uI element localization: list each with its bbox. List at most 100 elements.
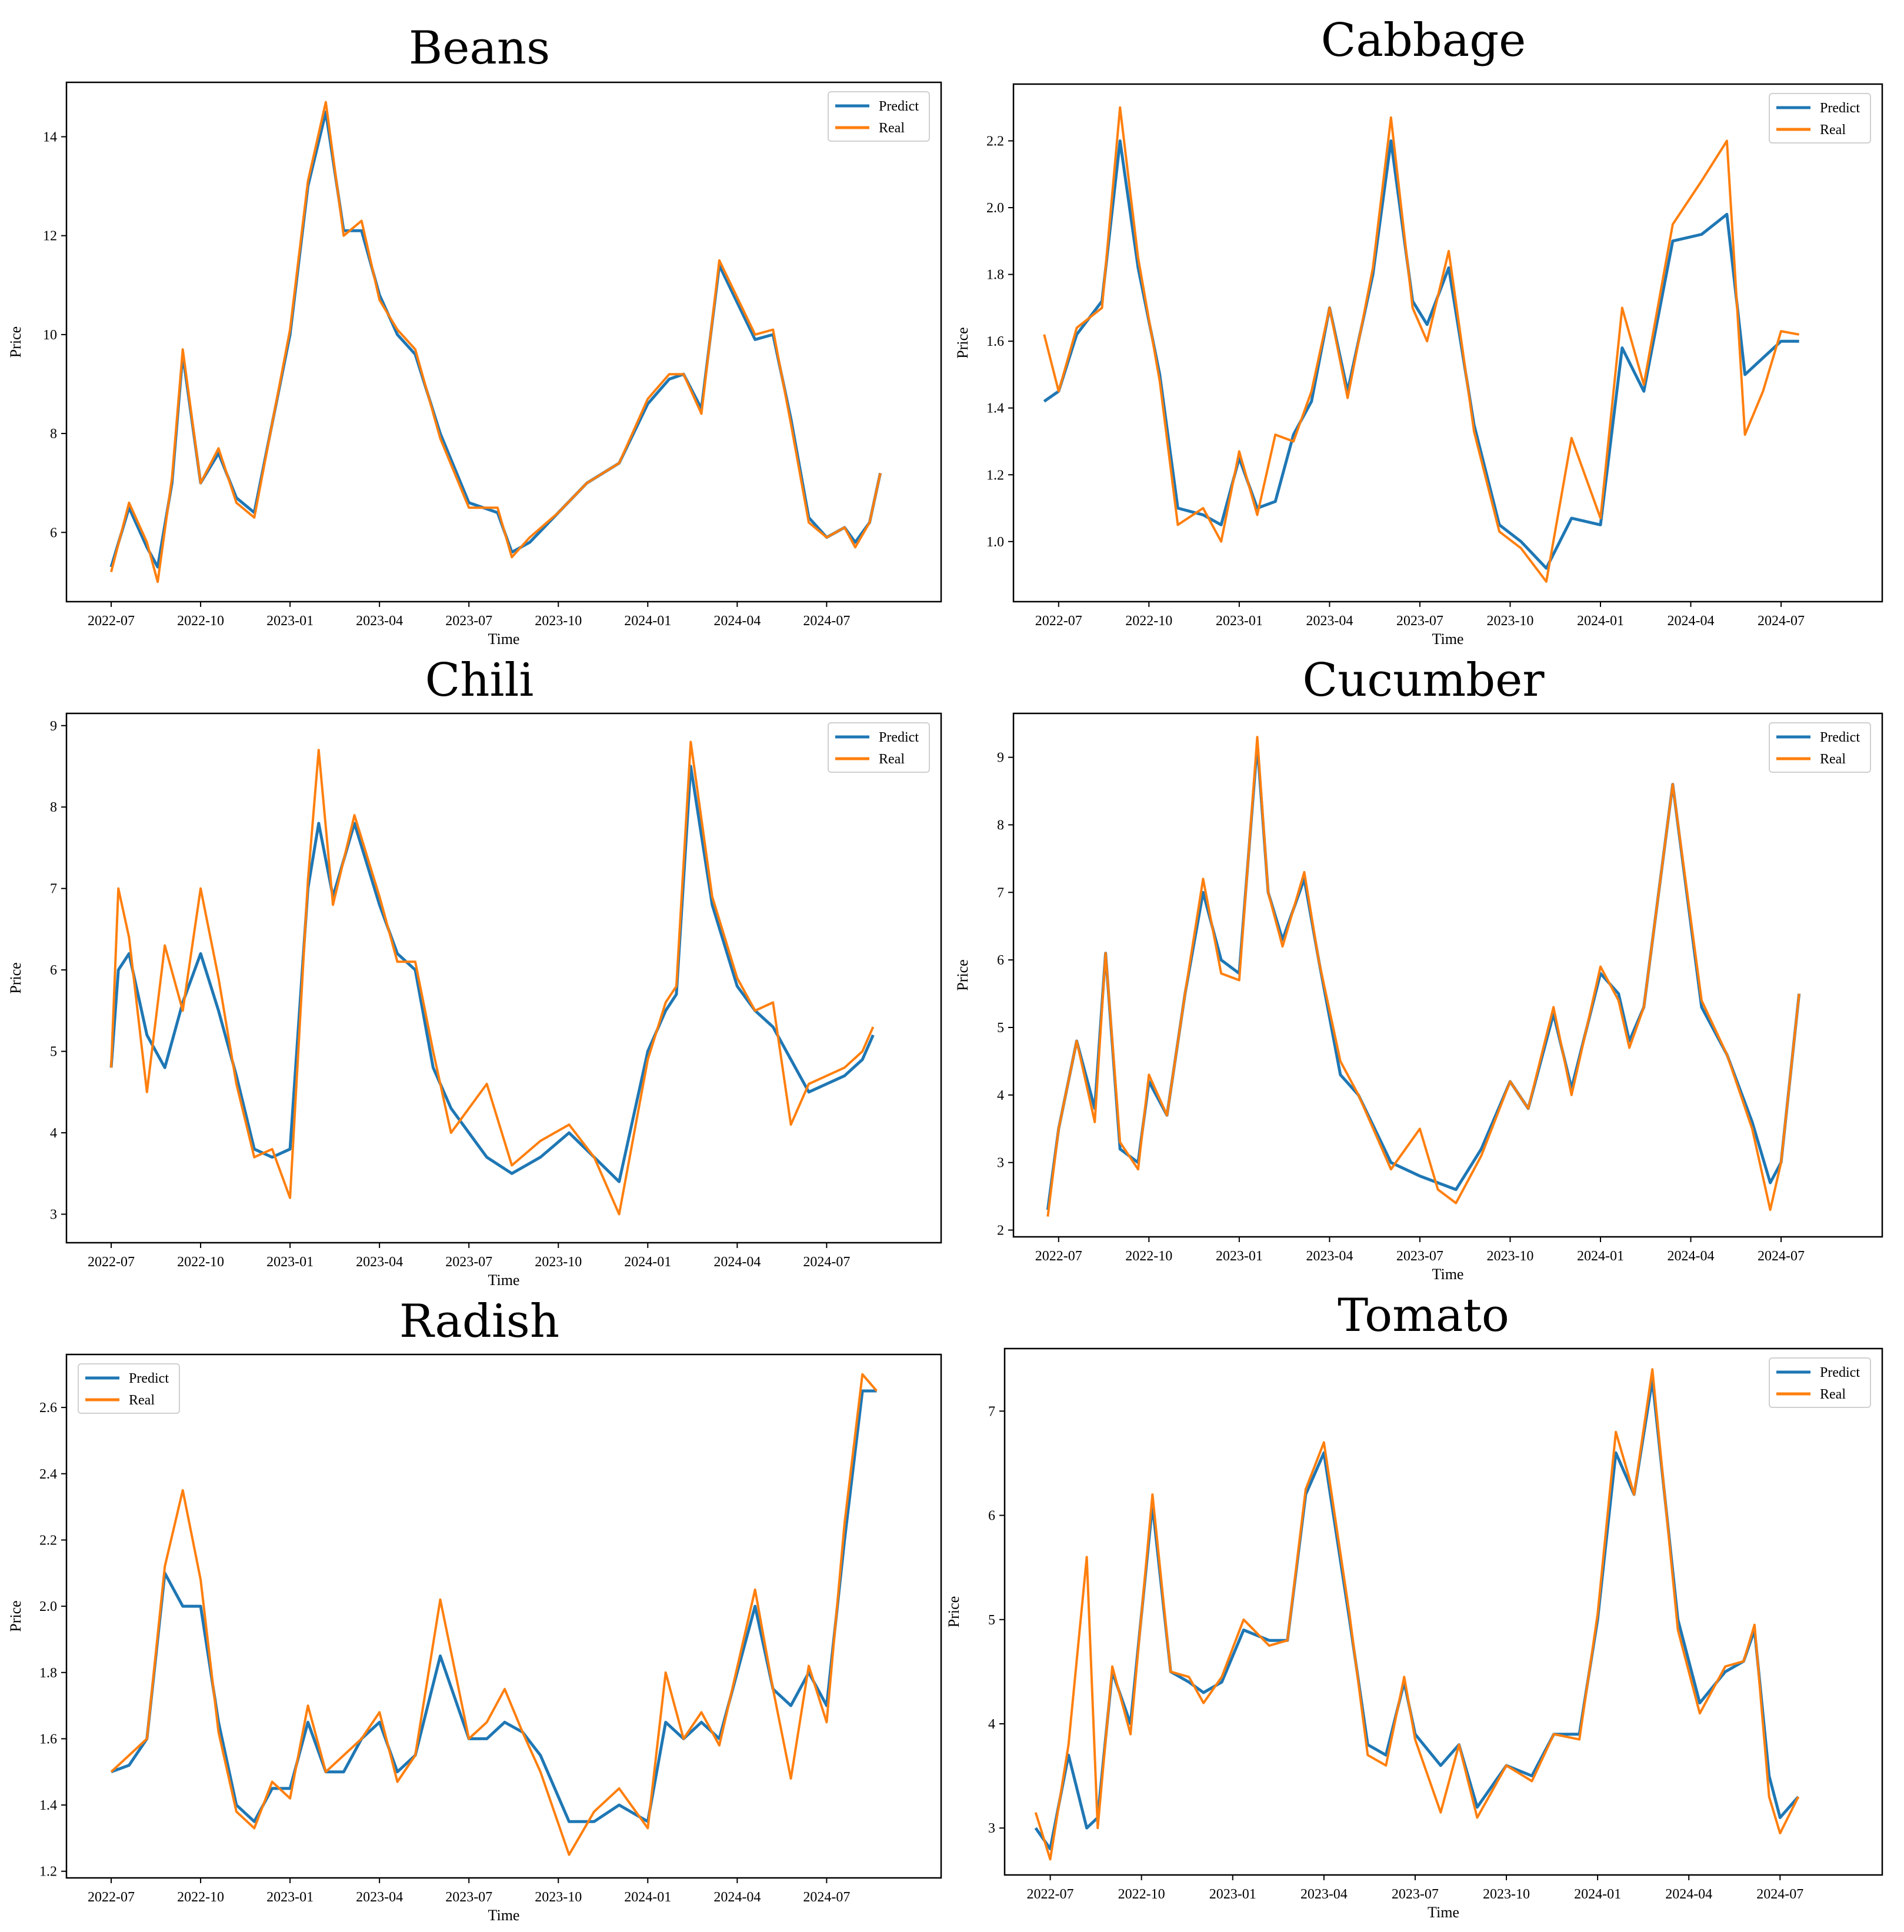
x-tick-label: 2024-01 [624,1254,671,1270]
y-tick-label: 14 [43,130,57,145]
y-tick-label: 2.2 [986,134,1004,149]
x-tick-label: 2024-04 [713,613,761,629]
x-tick-label: 2023-04 [356,613,403,629]
y-tick-label: 1.4 [39,1798,57,1813]
y-tick-label: 1.6 [986,334,1004,349]
x-tick-label: 2023-07 [1396,613,1443,629]
chart-title: Beans [409,22,550,75]
x-axis-label: Time [488,1272,520,1289]
y-tick-label: 7 [988,1404,995,1419]
axes-frame [65,81,942,603]
chart-title: Radish [399,1295,559,1348]
y-tick-label: 3 [50,1207,57,1223]
y-tick-label: 1.4 [986,401,1004,416]
x-tick-label: 2024-01 [624,613,671,629]
series-line-real [110,1373,878,1856]
x-tick-label: 2024-07 [1756,1887,1803,1902]
series-line-predict [109,765,875,1183]
legend: Predict Real [828,91,930,142]
y-tick-label: 9 [997,750,1004,766]
x-axis-label: Time [1432,630,1464,648]
x-tick-label: 2023-10 [1486,1249,1533,1264]
y-tick-label: 2.6 [39,1400,57,1416]
x-axis-label: Time [1428,1904,1459,1921]
x-tick-label: 2023-10 [535,613,582,629]
y-tick-label: 6 [988,1509,995,1524]
y-axis-label: Price [954,327,971,358]
y-tick-label: 1.2 [39,1864,57,1880]
legend-label-predict: Predict [1820,730,1860,745]
panel-chili: Chili 2022-07 2022-10 2023-01 2023-04 2023-07… [7,654,942,1289]
legend-label-predict: Predict [1820,101,1860,116]
legend: Predict Real [828,722,930,773]
legend-label-real: Real [1820,752,1846,767]
y-tick-label: 5 [997,1020,1004,1036]
x-tick-label: 2022-10 [1125,1249,1172,1264]
y-tick-label: 8 [50,800,57,815]
legend: Predict Real [78,1363,180,1414]
x-tick-label: 2024-04 [713,1254,761,1270]
x-tick-label: 2023-07 [445,1254,492,1270]
series-group [1034,1368,1800,1861]
series-group [110,1373,878,1856]
chart-title: Cabbage [1321,14,1526,67]
panel-tomato: Tomato 2022-07 2022-10 2023-01 2023-04 2023-0… [945,1289,1883,1921]
x-tick-label: 2024-07 [803,1890,850,1905]
series-line-real [1046,736,1800,1217]
legend-label-predict: Predict [879,730,919,745]
x-tick-label: 2023-04 [356,1890,403,1905]
y-axis-label: Price [7,326,24,358]
y-tick-label: 10 [43,328,57,343]
y-tick-label: 5 [50,1045,57,1060]
series-line-real [110,101,882,583]
chart-title: Chili [425,654,534,707]
x-tick-label: 2022-10 [177,1890,224,1905]
y-tick-label: 2.0 [986,201,1004,216]
x-tick-label: 2022-10 [1125,613,1172,629]
legend: Predict Real [1769,1357,1871,1408]
y-tick-label: 6 [50,963,57,978]
x-tick-label: 2024-04 [713,1890,761,1905]
x-tick-label: 2024-01 [624,1890,671,1905]
x-tick-label: 2023-07 [445,613,492,629]
x-tick-label: 2023-04 [356,1254,403,1270]
x-tick-label: 2024-07 [1758,613,1805,629]
y-tick-label: 3 [997,1156,1004,1171]
y-tick-label: 12 [43,229,57,244]
panel-cabbage: Cabbage 2022-07 2022-10 2023-01 2023-04 2023-… [954,14,1883,648]
y-axis-label: Price [7,1600,24,1631]
legend-label-real: Real [1820,1387,1846,1402]
x-tick-label: 2023-01 [266,613,314,629]
x-tick-label: 2024-07 [803,1254,850,1270]
y-tick-label: 6 [997,953,1004,968]
chart-title: Tomato [1338,1289,1509,1342]
series-line-predict [1034,1378,1800,1851]
y-tick-label: 4 [997,1088,1004,1103]
x-tick-label: 2023-01 [266,1254,314,1270]
chart-title: Cucumber [1302,654,1545,707]
legend-label-predict: Predict [879,99,919,114]
series-group [1043,106,1800,583]
x-axis-label: Time [1432,1266,1464,1283]
x-tick-label: 2023-07 [1392,1887,1439,1902]
x-tick-label: 2023-01 [1216,613,1263,629]
legend-label-real: Real [879,752,905,767]
y-axis-label: Price [945,1596,962,1627]
legend-label-real: Real [879,121,905,136]
series-group [1046,736,1801,1217]
x-tick-label: 2022-07 [1035,1249,1082,1264]
legend-label-real: Real [1820,122,1846,138]
legend-label-predict: Predict [1820,1365,1860,1380]
x-tick-label: 2024-01 [1577,613,1624,629]
x-tick-label: 2023-10 [1483,1887,1530,1902]
x-tick-label: 2023-10 [535,1254,582,1270]
legend-label-predict: Predict [129,1371,169,1386]
panel-radish: Radish 2022-07 2022-10 2023-01 2023-04 2023-0… [7,1295,942,1924]
y-tick-label: 1.6 [39,1731,57,1747]
series-line-predict [111,1389,877,1823]
x-tick-label: 2022-10 [177,613,224,629]
y-tick-label: 2.2 [39,1533,57,1548]
y-tick-label: 1.2 [986,468,1004,483]
x-tick-label: 2023-10 [1486,613,1533,629]
panel-cucumber: Cucumber 2022-07 2022-10 2023-01 2023-04 2023… [954,654,1883,1283]
